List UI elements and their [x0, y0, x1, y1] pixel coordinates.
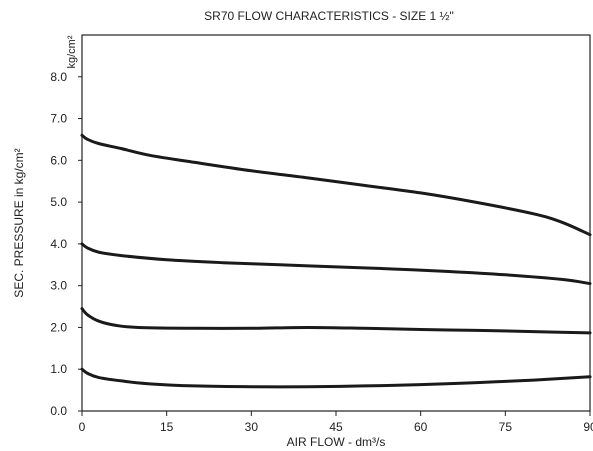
series-line-4 [80, 367, 592, 389]
x-tick-label: 60 [414, 420, 428, 434]
series-line-2 [80, 242, 592, 286]
x-tick-label: 90 [583, 420, 593, 434]
y-tick-label: 0.0 [50, 404, 67, 418]
x-axis-label: AIR FLOW - dm³/s [287, 435, 386, 449]
y-tick-label: 8.0 [50, 70, 67, 84]
x-tick-label: 45 [329, 420, 343, 434]
y-tick-label: 4.0 [50, 237, 67, 251]
series-line-3 [80, 307, 592, 335]
y-axis-ticks: 0.0 1.0 2.0 3.0 4.0 5.0 6.0 7.0 8.0 [50, 70, 82, 418]
data-series [80, 133, 592, 389]
y-tick-label: 3.0 [50, 279, 67, 293]
x-tick-label: 0 [79, 420, 86, 434]
y-tick-label: 1.0 [50, 362, 67, 376]
y-tick-label: 5.0 [50, 195, 67, 209]
y-tick-label: 2.0 [50, 320, 67, 334]
y-axis-unit: kg/cm² [66, 35, 78, 68]
y-axis-label: SEC. PRESSURE in kg/cm² [12, 148, 26, 297]
chart-title: SR70 FLOW CHARACTERISTICS - SIZE 1 ½" [204, 9, 454, 23]
plot-frame [81, 34, 591, 412]
x-tick-label: 75 [499, 420, 513, 434]
x-tick-label: 30 [245, 420, 259, 434]
x-axis-ticks: 0 15 30 45 60 75 90 [79, 411, 593, 434]
y-tick-label: 7.0 [50, 112, 67, 126]
series-line-1 [80, 133, 592, 237]
y-tick-label: 6.0 [50, 153, 67, 167]
x-tick-label: 15 [160, 420, 174, 434]
